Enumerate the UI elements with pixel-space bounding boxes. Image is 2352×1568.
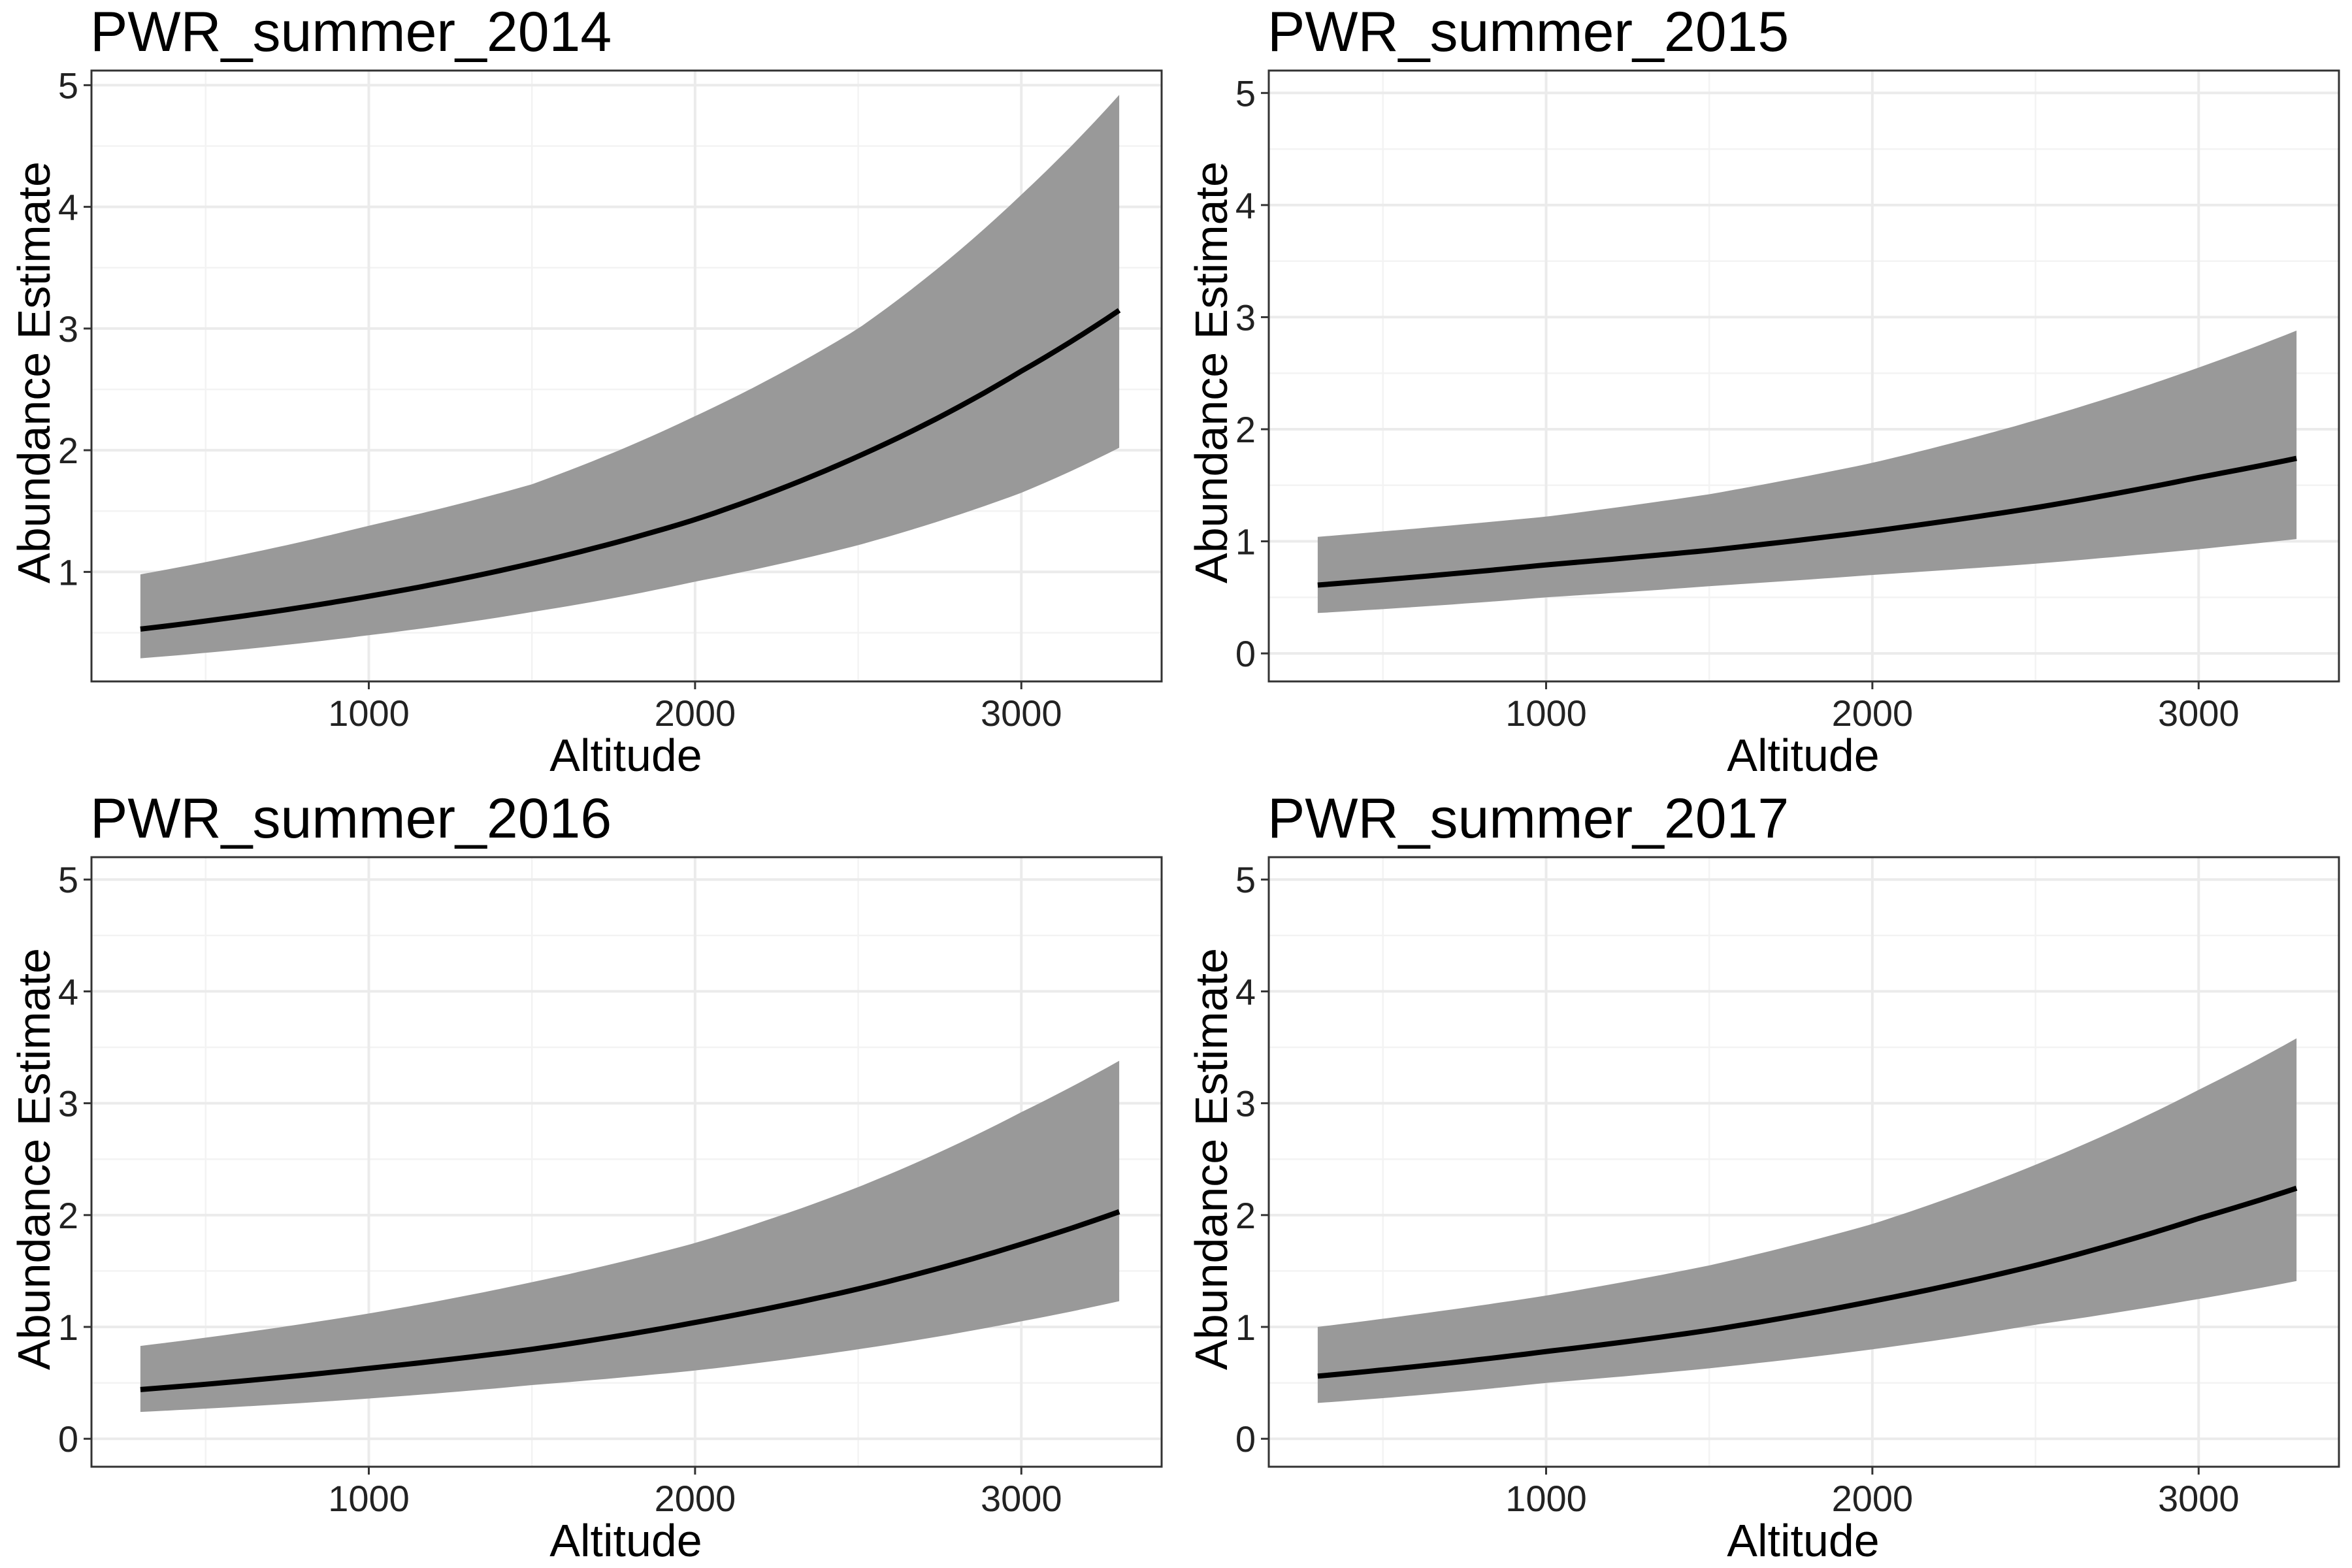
x-axis-title: Altitude — [549, 730, 702, 781]
y-tick-label: 2 — [58, 1195, 78, 1236]
confidence-band — [140, 95, 1120, 659]
panel-title: PWR_summer_2015 — [1267, 1, 1789, 63]
plot-area: 1000 2000 3000 0 1 2 3 4 5 — [1235, 69, 2340, 734]
x-tick-label: 3000 — [2158, 1478, 2240, 1519]
y-tick-label: 5 — [58, 65, 78, 106]
panel-border — [1267, 69, 2340, 683]
panel-title: PWR_summer_2016 — [90, 787, 612, 850]
x-tick-label: 1000 — [328, 1478, 410, 1519]
y-tick-label: 3 — [58, 308, 78, 350]
y-tick-label: 0 — [1235, 1418, 1256, 1460]
y-tick-label: 2 — [1235, 409, 1256, 450]
plot-area: 1000 2000 3000 0 1 2 3 4 5 — [1235, 856, 2340, 1519]
y-tick-label: 2 — [1235, 1195, 1256, 1236]
y-tick-label: 0 — [1235, 633, 1256, 674]
x-axis-title: Altitude — [549, 1515, 702, 1566]
y-tick-label: 1 — [1235, 1307, 1256, 1348]
panel-border — [90, 69, 1163, 683]
x-tick-label: 2000 — [655, 1478, 736, 1519]
x-tick-label: 3000 — [981, 1478, 1062, 1519]
x-tick-label: 2000 — [1832, 1478, 1914, 1519]
confidence-band — [1317, 331, 2297, 613]
y-tick-label: 5 — [1235, 859, 1256, 900]
y-axis-title: Abundance Estimate — [1186, 161, 1237, 583]
y-tick-label: 4 — [1235, 185, 1256, 226]
x-axis-title: Altitude — [1727, 1515, 1879, 1566]
panel-2015: PWR_summer_2015 1000 2000 3000 0 1 2 3 4 5 Altit… — [1186, 1, 2340, 781]
panel-title: PWR_summer_2017 — [1267, 787, 1789, 850]
confidence-band — [140, 1060, 1120, 1413]
estimate-line — [1317, 1185, 2298, 1379]
panel-2017: PWR_summer_2017 1000 2000 3000 0 1 2 3 4 5 Altit… — [1186, 787, 2340, 1566]
estimate-line — [140, 1209, 1120, 1392]
y-tick-label: 3 — [58, 1083, 78, 1124]
panel-2016: PWR_summer_2016 1000 2000 3000 0 1 2 3 4 5 Altit… — [8, 787, 1163, 1566]
x-axis-title: Altitude — [1727, 730, 1879, 781]
y-tick-label: 5 — [1235, 73, 1256, 114]
x-tick-label: 3000 — [2158, 693, 2240, 734]
y-tick-label: 3 — [1235, 1083, 1256, 1124]
panel-2014: PWR_summer_2014 1000 2000 3000 1 2 3 4 5 Altitu… — [8, 1, 1163, 781]
y-tick-label: 4 — [58, 971, 78, 1012]
plot-area: 1000 2000 3000 0 1 2 3 4 5 — [58, 856, 1163, 1519]
y-tick-label: 2 — [58, 430, 78, 471]
y-tick-label: 4 — [58, 187, 78, 228]
x-tick-label: 3000 — [981, 693, 1062, 734]
estimate-line — [140, 308, 1121, 632]
y-tick-label: 4 — [1235, 971, 1256, 1012]
y-tick-label: 0 — [58, 1418, 78, 1460]
plot-area: 1000 2000 3000 1 2 3 4 5 — [58, 65, 1163, 734]
panel-border — [1267, 856, 2340, 1468]
panel-title: PWR_summer_2014 — [90, 1, 612, 63]
x-tick-label: 2000 — [655, 693, 736, 734]
y-axis-title: Abundance Estimate — [1186, 948, 1237, 1370]
y-tick-label: 3 — [1235, 297, 1256, 338]
x-tick-label: 1000 — [1505, 1478, 1587, 1519]
y-tick-label: 1 — [58, 551, 78, 593]
y-tick-label: 1 — [58, 1307, 78, 1348]
y-tick-label: 5 — [58, 859, 78, 900]
panel-border — [90, 856, 1163, 1468]
x-tick-label: 1000 — [328, 693, 410, 734]
y-tick-label: 1 — [1235, 521, 1256, 563]
x-tick-label: 1000 — [1505, 693, 1587, 734]
estimate-line — [1317, 455, 2297, 588]
x-tick-label: 2000 — [1832, 693, 1914, 734]
y-axis-title: Abundance Estimate — [8, 161, 59, 583]
y-axis-title: Abundance Estimate — [8, 948, 59, 1370]
confidence-band — [1317, 1038, 2297, 1403]
